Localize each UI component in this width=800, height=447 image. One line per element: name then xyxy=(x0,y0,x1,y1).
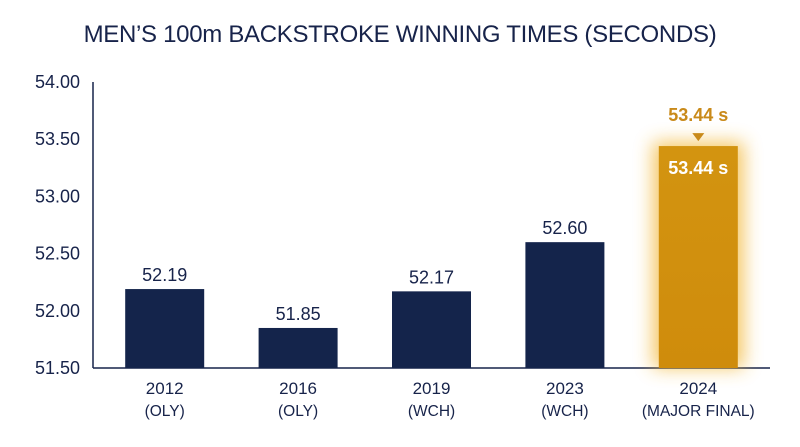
x-tick-label-event: (WCH) xyxy=(408,403,455,420)
x-tick-label-event: (WCH) xyxy=(541,403,588,420)
y-tick-label: 54.00 xyxy=(35,72,80,92)
x-tick-label-year: 2016 xyxy=(279,379,317,398)
bar xyxy=(258,327,338,368)
data-label: 52.17 xyxy=(409,267,454,287)
y-tick-label: 52.50 xyxy=(35,244,80,264)
data-label: 52.60 xyxy=(542,218,587,238)
x-tick-label-event: (OLY) xyxy=(145,403,185,420)
callout-arrow-icon xyxy=(692,133,705,142)
chart-title: MEN’S 100m BACKSTROKE WINNING TIMES (SEC… xyxy=(83,21,717,48)
x-tick-label-year: 2023 xyxy=(546,379,584,398)
x-tick-label-year: 2024 xyxy=(679,379,717,398)
x-tick-label-year: 2019 xyxy=(413,379,451,398)
data-label: 52.19 xyxy=(142,265,187,285)
x-tick-label-event: (OLY) xyxy=(278,403,318,420)
bars xyxy=(125,142,744,368)
bar xyxy=(525,242,605,368)
bar xyxy=(392,291,471,368)
bar xyxy=(125,289,205,368)
y-tick-label: 53.00 xyxy=(35,186,80,206)
y-tick-label: 53.50 xyxy=(35,129,80,149)
y-tick-label: 52.00 xyxy=(35,301,80,321)
x-tick-label-event: (MAJOR FINAL) xyxy=(642,403,755,420)
bar-highlight xyxy=(658,146,738,368)
data-label-highlight: 53.44 s xyxy=(668,158,728,178)
x-tick-label-year: 2012 xyxy=(146,379,184,398)
y-tick-label: 51.50 xyxy=(35,358,80,378)
labels: 52.19 2012 (OLY) 51.85 2016 (OLY) 52.17 2019 (WC… xyxy=(142,105,755,420)
callout-label: 53.44 s xyxy=(668,105,728,125)
data-label: 51.85 xyxy=(276,304,321,324)
